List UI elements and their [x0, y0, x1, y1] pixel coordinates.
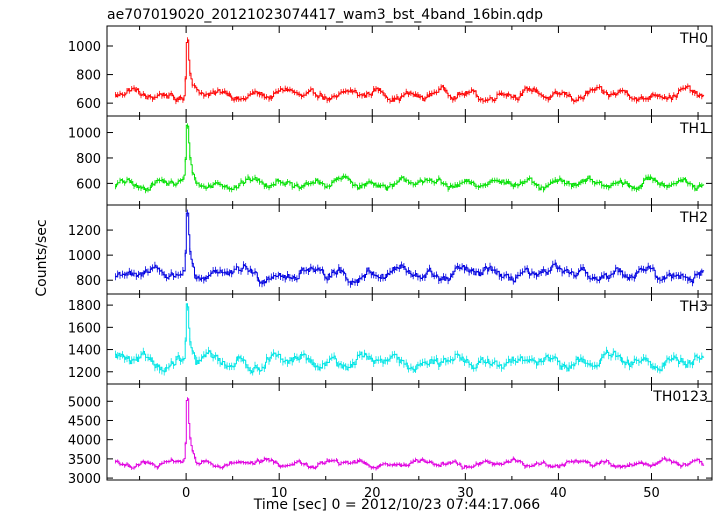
y-tick-label: 1600 — [68, 321, 101, 336]
y-tick-label: 600 — [76, 97, 101, 112]
series-line — [115, 39, 705, 102]
series-line — [115, 212, 705, 285]
panel-frame — [106, 383, 713, 481]
y-tick-label: 1400 — [68, 344, 101, 359]
y-tick-label: 800 — [76, 69, 101, 84]
series-line — [115, 398, 705, 470]
x-tick-label: 10 — [271, 486, 288, 501]
panel-frame — [106, 204, 713, 295]
panel-label: TH0123 — [652, 389, 708, 405]
y-tick-label: 1000 — [68, 127, 101, 142]
y-tick-label: 1200 — [68, 366, 101, 381]
series-line — [115, 303, 705, 374]
panel-frame — [106, 293, 713, 385]
y-tick-label: 1000 — [68, 40, 101, 55]
series-error-bars — [115, 209, 703, 288]
x-tick-label: 40 — [550, 486, 567, 501]
panel-th0: 600 800 1000 TH0 — [68, 25, 713, 117]
panel-th1: 600 800 1000 TH1 — [68, 115, 713, 206]
panel-frame — [106, 115, 713, 206]
panel-label: TH0 — [679, 31, 708, 47]
x-tick-label: 50 — [643, 486, 660, 501]
x-tick-label: 30 — [457, 486, 474, 501]
series-error-bars — [115, 123, 703, 194]
panel-label: TH2 — [679, 210, 708, 226]
y-tick-label: 800 — [76, 274, 101, 289]
y-axis-label: Counts/sec — [34, 219, 50, 296]
y-tick-label: 1200 — [68, 224, 101, 239]
x-tick-label: 0 — [182, 486, 190, 501]
y-tick-label: 3500 — [68, 453, 101, 468]
y-tick-label: 600 — [76, 177, 101, 192]
x-tick-label: 20 — [364, 486, 381, 501]
panels-group: 600 800 1000 TH0 600 800 1000 TH1 800 1000 1200 TH2… — [68, 25, 713, 501]
y-tick-label: 4000 — [68, 434, 101, 449]
panel-label: TH3 — [679, 299, 708, 315]
y-tick-label: 4500 — [68, 414, 101, 429]
chart-title: ae707019020_20121023074417_wam3_bst_4ban… — [107, 7, 543, 23]
panel-frame — [106, 25, 713, 117]
y-tick-label: 1800 — [68, 299, 101, 314]
panel-th0123: 3000 3500 4000 4500 5000 TH0123 — [68, 383, 713, 487]
series-error-bars — [115, 397, 703, 471]
series-error-bars — [115, 303, 703, 376]
series-line — [115, 124, 705, 192]
panel-label: TH1 — [679, 121, 708, 137]
y-tick-label: 5000 — [68, 395, 101, 410]
y-tick-label: 800 — [76, 152, 101, 167]
y-tick-label: 1000 — [68, 249, 101, 264]
panel-th3: 1200 1400 1600 1800 TH3 — [68, 293, 713, 385]
x-axis-label: Time [sec] 0 = 2012/10/23 07:44:17.066 — [253, 497, 541, 513]
y-tick-label: 3000 — [68, 472, 101, 487]
panel-th2: 800 1000 1200 TH2 — [68, 204, 713, 295]
